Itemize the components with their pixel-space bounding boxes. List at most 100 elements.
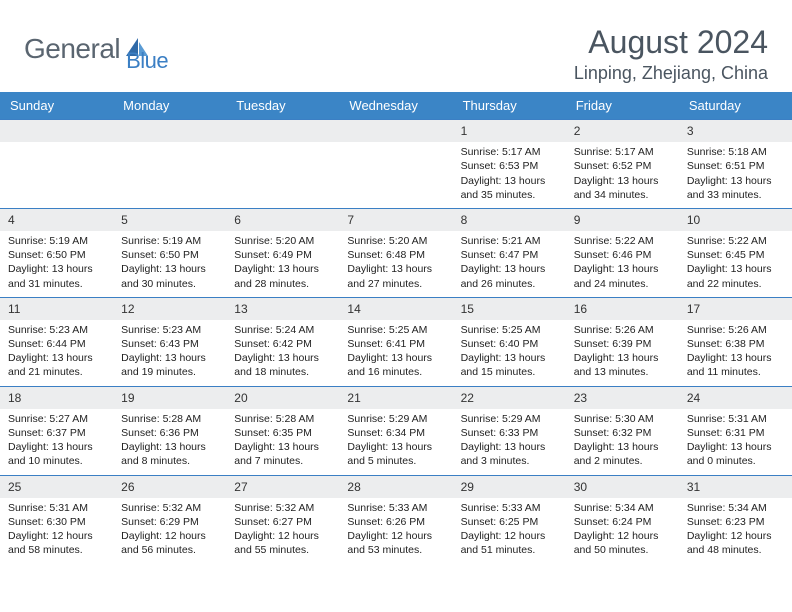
empty-cell <box>0 120 113 208</box>
day-content: Sunrise: 5:28 AMSunset: 6:35 PMDaylight:… <box>226 409 339 475</box>
daylight-text: Daylight: 12 hours and 58 minutes. <box>8 529 105 557</box>
day-cell: 22Sunrise: 5:29 AMSunset: 6:33 PMDayligh… <box>453 387 566 475</box>
day-number: 13 <box>226 298 339 320</box>
sunset-text: Sunset: 6:51 PM <box>687 159 784 173</box>
day-cell: 30Sunrise: 5:34 AMSunset: 6:24 PMDayligh… <box>566 476 679 564</box>
day-cell: 24Sunrise: 5:31 AMSunset: 6:31 PMDayligh… <box>679 387 792 475</box>
day-cell: 28Sunrise: 5:33 AMSunset: 6:26 PMDayligh… <box>339 476 452 564</box>
location-text: Linping, Zhejiang, China <box>574 63 768 84</box>
daylight-text: Daylight: 13 hours and 24 minutes. <box>574 262 671 290</box>
sunrise-text: Sunrise: 5:32 AM <box>234 501 331 515</box>
day-content: Sunrise: 5:23 AMSunset: 6:44 PMDaylight:… <box>0 320 113 386</box>
day-cell: 25Sunrise: 5:31 AMSunset: 6:30 PMDayligh… <box>0 476 113 564</box>
daylight-text: Daylight: 12 hours and 56 minutes. <box>121 529 218 557</box>
day-cell: 19Sunrise: 5:28 AMSunset: 6:36 PMDayligh… <box>113 387 226 475</box>
daylight-text: Daylight: 13 hours and 19 minutes. <box>121 351 218 379</box>
day-number: 21 <box>339 387 452 409</box>
day-content: Sunrise: 5:34 AMSunset: 6:24 PMDaylight:… <box>566 498 679 564</box>
sunset-text: Sunset: 6:32 PM <box>574 426 671 440</box>
daylight-text: Daylight: 13 hours and 10 minutes. <box>8 440 105 468</box>
sunset-text: Sunset: 6:40 PM <box>461 337 558 351</box>
sunset-text: Sunset: 6:34 PM <box>347 426 444 440</box>
sunrise-text: Sunrise: 5:29 AM <box>347 412 444 426</box>
day-header: Friday <box>566 92 679 119</box>
day-content: Sunrise: 5:32 AMSunset: 6:29 PMDaylight:… <box>113 498 226 564</box>
empty-cell <box>339 120 452 208</box>
sunset-text: Sunset: 6:48 PM <box>347 248 444 262</box>
sunrise-text: Sunrise: 5:18 AM <box>687 145 784 159</box>
daylight-text: Daylight: 12 hours and 55 minutes. <box>234 529 331 557</box>
sunset-text: Sunset: 6:49 PM <box>234 248 331 262</box>
sunset-text: Sunset: 6:45 PM <box>687 248 784 262</box>
day-cell: 27Sunrise: 5:32 AMSunset: 6:27 PMDayligh… <box>226 476 339 564</box>
day-content: Sunrise: 5:27 AMSunset: 6:37 PMDaylight:… <box>0 409 113 475</box>
sunrise-text: Sunrise: 5:33 AM <box>461 501 558 515</box>
sunset-text: Sunset: 6:41 PM <box>347 337 444 351</box>
sunrise-text: Sunrise: 5:27 AM <box>8 412 105 426</box>
sunrise-text: Sunrise: 5:24 AM <box>234 323 331 337</box>
sunrise-text: Sunrise: 5:25 AM <box>461 323 558 337</box>
day-content: Sunrise: 5:31 AMSunset: 6:31 PMDaylight:… <box>679 409 792 475</box>
day-number: 6 <box>226 209 339 231</box>
title-block: August 2024 Linping, Zhejiang, China <box>574 24 768 84</box>
day-number: 22 <box>453 387 566 409</box>
day-content <box>226 142 339 194</box>
day-content: Sunrise: 5:30 AMSunset: 6:32 PMDaylight:… <box>566 409 679 475</box>
sunset-text: Sunset: 6:25 PM <box>461 515 558 529</box>
sunset-text: Sunset: 6:37 PM <box>8 426 105 440</box>
day-content: Sunrise: 5:23 AMSunset: 6:43 PMDaylight:… <box>113 320 226 386</box>
logo-text-general: General <box>24 33 120 65</box>
day-content: Sunrise: 5:32 AMSunset: 6:27 PMDaylight:… <box>226 498 339 564</box>
day-cell: 6Sunrise: 5:20 AMSunset: 6:49 PMDaylight… <box>226 209 339 297</box>
day-content <box>339 142 452 194</box>
daylight-text: Daylight: 13 hours and 16 minutes. <box>347 351 444 379</box>
daylight-text: Daylight: 13 hours and 5 minutes. <box>347 440 444 468</box>
day-content: Sunrise: 5:33 AMSunset: 6:25 PMDaylight:… <box>453 498 566 564</box>
week-row: 4Sunrise: 5:19 AMSunset: 6:50 PMDaylight… <box>0 208 792 297</box>
calendar: SundayMondayTuesdayWednesdayThursdayFrid… <box>0 92 792 563</box>
day-cell: 31Sunrise: 5:34 AMSunset: 6:23 PMDayligh… <box>679 476 792 564</box>
sunrise-text: Sunrise: 5:21 AM <box>461 234 558 248</box>
day-header: Thursday <box>453 92 566 119</box>
daylight-text: Daylight: 13 hours and 34 minutes. <box>574 174 671 202</box>
day-number: 14 <box>339 298 452 320</box>
day-cell: 3Sunrise: 5:18 AMSunset: 6:51 PMDaylight… <box>679 120 792 208</box>
daylight-text: Daylight: 13 hours and 18 minutes. <box>234 351 331 379</box>
day-cell: 11Sunrise: 5:23 AMSunset: 6:44 PMDayligh… <box>0 298 113 386</box>
day-content: Sunrise: 5:29 AMSunset: 6:33 PMDaylight:… <box>453 409 566 475</box>
sunset-text: Sunset: 6:35 PM <box>234 426 331 440</box>
daylight-text: Daylight: 12 hours and 53 minutes. <box>347 529 444 557</box>
day-number: 10 <box>679 209 792 231</box>
sunset-text: Sunset: 6:24 PM <box>574 515 671 529</box>
sunrise-text: Sunrise: 5:32 AM <box>121 501 218 515</box>
logo-text-blue: Blue <box>126 48 168 73</box>
day-number <box>339 120 452 142</box>
sunrise-text: Sunrise: 5:25 AM <box>347 323 444 337</box>
sunrise-text: Sunrise: 5:19 AM <box>8 234 105 248</box>
day-number: 8 <box>453 209 566 231</box>
daylight-text: Daylight: 13 hours and 3 minutes. <box>461 440 558 468</box>
day-content: Sunrise: 5:25 AMSunset: 6:40 PMDaylight:… <box>453 320 566 386</box>
day-number <box>0 120 113 142</box>
sunrise-text: Sunrise: 5:28 AM <box>234 412 331 426</box>
sunrise-text: Sunrise: 5:19 AM <box>121 234 218 248</box>
day-cell: 26Sunrise: 5:32 AMSunset: 6:29 PMDayligh… <box>113 476 226 564</box>
sunrise-text: Sunrise: 5:34 AM <box>687 501 784 515</box>
day-cell: 2Sunrise: 5:17 AMSunset: 6:52 PMDaylight… <box>566 120 679 208</box>
sunset-text: Sunset: 6:39 PM <box>574 337 671 351</box>
day-cell: 1Sunrise: 5:17 AMSunset: 6:53 PMDaylight… <box>453 120 566 208</box>
day-cell: 23Sunrise: 5:30 AMSunset: 6:32 PMDayligh… <box>566 387 679 475</box>
day-cell: 20Sunrise: 5:28 AMSunset: 6:35 PMDayligh… <box>226 387 339 475</box>
day-content: Sunrise: 5:17 AMSunset: 6:53 PMDaylight:… <box>453 142 566 208</box>
sunrise-text: Sunrise: 5:20 AM <box>347 234 444 248</box>
day-number: 19 <box>113 387 226 409</box>
daylight-text: Daylight: 13 hours and 31 minutes. <box>8 262 105 290</box>
day-number: 31 <box>679 476 792 498</box>
sunset-text: Sunset: 6:42 PM <box>234 337 331 351</box>
sunrise-text: Sunrise: 5:26 AM <box>574 323 671 337</box>
day-cell: 14 Sunrise: 5:25 AMSunset: 6:41 PMDayligh… <box>339 298 452 386</box>
day-content: Sunrise: 5:19 AMSunset: 6:50 PMDaylight:… <box>113 231 226 297</box>
day-cell: 9Sunrise: 5:22 AMSunset: 6:46 PMDaylight… <box>566 209 679 297</box>
day-number: 23 <box>566 387 679 409</box>
day-content: Sunrise: 5:31 AMSunset: 6:30 PMDaylight:… <box>0 498 113 564</box>
